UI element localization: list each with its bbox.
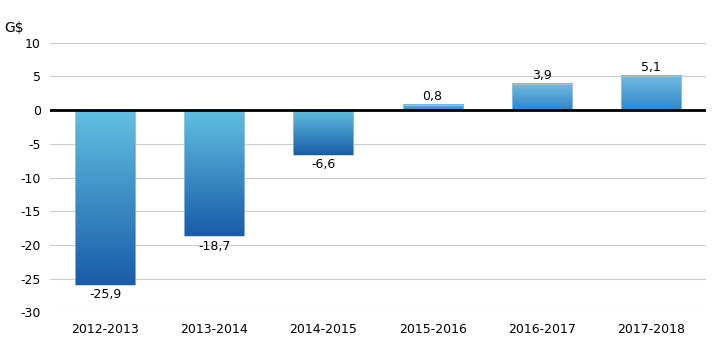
Bar — [293, 110, 354, 154]
Text: -6,6: -6,6 — [311, 158, 336, 171]
Bar — [621, 76, 681, 110]
Text: 3,9: 3,9 — [532, 69, 552, 82]
Text: G$: G$ — [4, 21, 24, 35]
Bar — [402, 105, 463, 110]
Bar — [512, 84, 572, 110]
Text: -18,7: -18,7 — [198, 240, 230, 252]
Text: 0,8: 0,8 — [423, 90, 443, 103]
Text: 5,1: 5,1 — [641, 61, 661, 74]
Text: -25,9: -25,9 — [89, 288, 121, 301]
Bar — [75, 110, 135, 285]
Bar — [184, 110, 244, 236]
